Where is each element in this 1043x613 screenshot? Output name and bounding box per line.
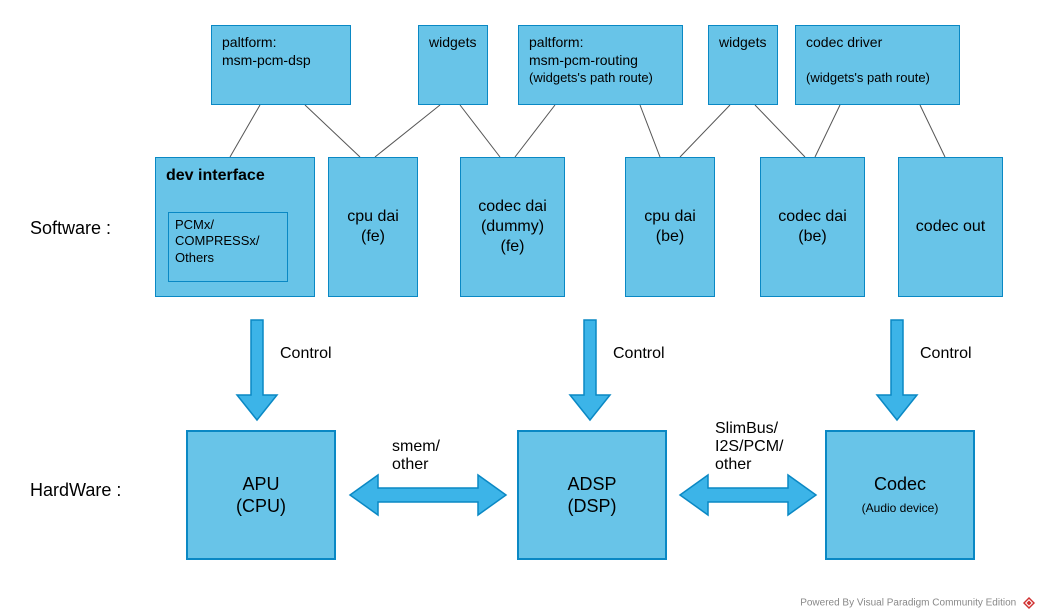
- node-cpu-dai-fe: cpu dai (fe): [328, 157, 418, 297]
- footer: Powered By Visual Paradigm Community Edi…: [800, 597, 1035, 609]
- text: widgets: [429, 34, 476, 52]
- text: (widgets's path route): [529, 70, 653, 85]
- text: codec driver: [806, 34, 882, 50]
- node-platform-dsp: paltform: msm-pcm-dsp: [211, 25, 351, 105]
- node-apu: APU (CPU): [186, 430, 336, 560]
- node-codec-driver: codec driver (widgets's path route): [795, 25, 960, 105]
- node-codec-hw: Codec (Audio device): [825, 430, 975, 560]
- diagram-canvas: paltform: msm-pcm-dsp widgets paltform: …: [0, 0, 1043, 613]
- arrow-label-slimbus: SlimBus/ I2S/PCM/ other: [715, 420, 783, 474]
- text: widgets: [719, 34, 766, 52]
- section-label-software: Software :: [30, 218, 111, 239]
- section-label-hardware: HardWare :: [30, 480, 121, 501]
- arrow-label-control-2: Control: [613, 345, 665, 363]
- arrow-label-control-1: Control: [280, 345, 332, 363]
- text: (widgets's path route): [806, 70, 930, 85]
- node-codec-dai-dummy-fe: codec dai (dummy) (fe): [460, 157, 565, 297]
- node-dev-interface-sub: PCMx/ COMPRESSx/ Others: [168, 212, 288, 282]
- text: dev interface: [166, 166, 265, 186]
- text: (DSP): [568, 496, 617, 516]
- footer-text: Powered By Visual Paradigm Community Edi…: [800, 598, 1016, 609]
- logo-icon: [1023, 597, 1035, 609]
- text: paltform:: [529, 34, 583, 50]
- node-cpu-dai-be: cpu dai (be): [625, 157, 715, 297]
- text: APU: [242, 474, 279, 494]
- text: (CPU): [236, 496, 286, 516]
- node-widgets-2: widgets: [708, 25, 778, 105]
- node-platform-routing: paltform: msm-pcm-routing (widgets's pat…: [518, 25, 683, 105]
- node-adsp: ADSP (DSP): [517, 430, 667, 560]
- text: paltform:: [222, 34, 276, 50]
- arrow-label-smem: smem/ other: [392, 438, 440, 474]
- node-widgets-1: widgets: [418, 25, 488, 105]
- text: msm-pcm-routing: [529, 52, 638, 68]
- text: (Audio device): [862, 501, 939, 515]
- text: Codec: [874, 474, 926, 494]
- text: msm-pcm-dsp: [222, 52, 311, 68]
- text: ADSP: [567, 474, 616, 494]
- arrow-label-control-3: Control: [920, 345, 972, 363]
- node-codec-out: codec out: [898, 157, 1003, 297]
- node-codec-dai-be: codec dai (be): [760, 157, 865, 297]
